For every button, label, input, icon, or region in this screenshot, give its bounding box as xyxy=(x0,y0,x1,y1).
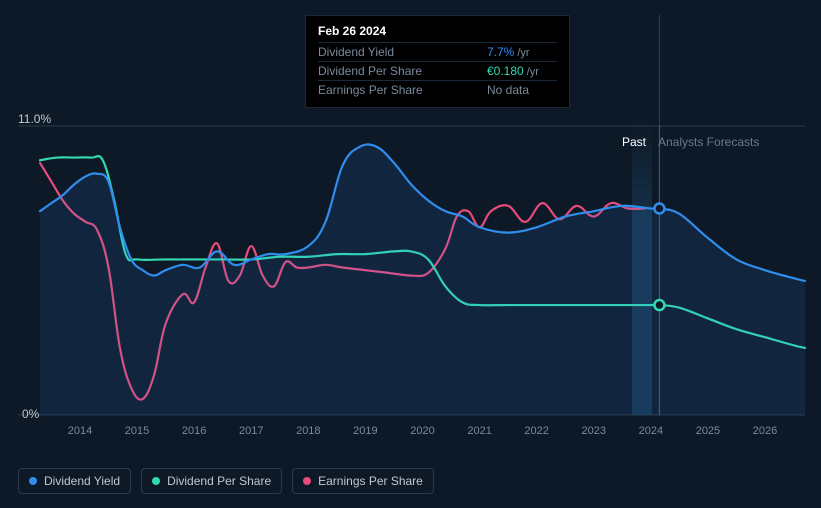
tooltip-date: Feb 26 2024 xyxy=(318,24,557,38)
x-tick-label: 2018 xyxy=(296,425,320,437)
tooltip-row: Dividend Per Share €0.180/yr xyxy=(318,61,557,80)
x-tick-label: 2014 xyxy=(68,425,92,437)
tooltip-row-suffix: /yr xyxy=(527,66,539,78)
tooltip-row-label: Dividend Per Share xyxy=(318,64,422,78)
x-tick-label: 2022 xyxy=(524,425,548,437)
tooltip-row-value: €0.180 xyxy=(487,64,524,78)
legend-label: Dividend Per Share xyxy=(167,474,271,488)
x-tick-label: 2015 xyxy=(125,425,149,437)
x-tick-label: 2023 xyxy=(582,425,606,437)
tooltip-row-value: No data xyxy=(487,83,529,97)
legend-item[interactable]: Dividend Yield xyxy=(18,468,131,494)
tooltip-row-label: Dividend Yield xyxy=(318,45,394,59)
x-tick-label: 2024 xyxy=(639,425,663,437)
dividend-chart: 11.0% 0% 2014 2015 2016 2017 2018 2019 2020 202… xyxy=(0,0,821,508)
x-tick-label: 2020 xyxy=(410,425,434,437)
legend-label: Earnings Per Share xyxy=(318,474,423,488)
legend-item[interactable]: Dividend Per Share xyxy=(141,468,282,494)
period-forecast-label: Analysts Forecasts xyxy=(658,135,759,149)
legend-dot-icon xyxy=(152,477,160,485)
legend-label: Dividend Yield xyxy=(44,474,120,488)
x-tick-label: 2026 xyxy=(753,425,777,437)
period-past-label: Past xyxy=(622,135,646,149)
legend-dot-icon xyxy=(29,477,37,485)
x-tick-label: 2021 xyxy=(467,425,491,437)
tooltip-row: Dividend Yield 7.7%/yr xyxy=(318,42,557,61)
x-tick-label: 2025 xyxy=(696,425,720,437)
tooltip-row: Earnings Per Share No data xyxy=(318,80,557,99)
y-axis-max-label: 11.0% xyxy=(18,112,51,126)
legend-item[interactable]: Earnings Per Share xyxy=(292,468,434,494)
x-tick-label: 2016 xyxy=(182,425,206,437)
chart-tooltip: Feb 26 2024 Dividend Yield7.7%/yrDividen… xyxy=(305,15,570,108)
y-axis-min-label: 0% xyxy=(22,407,39,421)
tooltip-row-label: Earnings Per Share xyxy=(318,83,423,97)
legend-dot-icon xyxy=(303,477,311,485)
tooltip-row-value: 7.7% xyxy=(487,45,514,59)
x-tick-label: 2017 xyxy=(239,425,263,437)
x-tick-label: 2019 xyxy=(353,425,377,437)
chart-legend: Dividend Yield Dividend Per Share Earnings… xyxy=(18,468,434,494)
tooltip-row-suffix: /yr xyxy=(517,47,529,59)
